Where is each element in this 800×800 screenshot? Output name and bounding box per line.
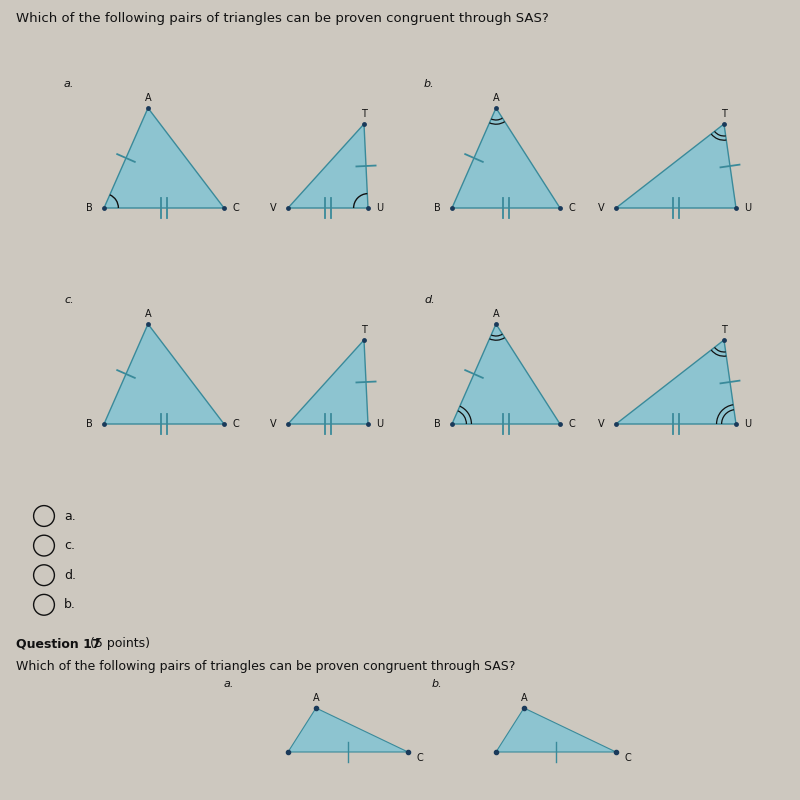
Text: U: U (377, 203, 383, 213)
Text: b.: b. (432, 679, 442, 689)
Text: Which of the following pairs of triangles can be proven congruent through SAS?: Which of the following pairs of triangle… (16, 660, 515, 673)
Polygon shape (288, 340, 368, 424)
Polygon shape (104, 324, 224, 424)
Text: Which of the following pairs of triangles can be proven congruent through SAS?: Which of the following pairs of triangle… (16, 12, 549, 25)
Text: U: U (745, 419, 751, 429)
Text: a.: a. (224, 679, 234, 689)
Text: A: A (493, 309, 499, 318)
Text: T: T (721, 109, 727, 118)
Text: B: B (434, 203, 441, 213)
Text: a.: a. (64, 79, 74, 89)
Text: b.: b. (424, 79, 434, 89)
Polygon shape (104, 108, 224, 208)
Text: T: T (721, 325, 727, 334)
Text: B: B (434, 419, 441, 429)
Text: V: V (598, 419, 605, 429)
Text: T: T (361, 325, 367, 334)
Text: B: B (86, 203, 93, 213)
Text: V: V (270, 203, 277, 213)
Text: C: C (233, 419, 239, 429)
Text: A: A (145, 309, 151, 318)
Polygon shape (616, 124, 736, 208)
Polygon shape (616, 340, 736, 424)
Text: U: U (377, 419, 383, 429)
Text: C: C (625, 754, 631, 763)
Text: C: C (417, 754, 423, 763)
Text: A: A (313, 694, 319, 703)
Text: A: A (145, 93, 151, 102)
Text: d.: d. (424, 295, 434, 305)
Text: a.: a. (64, 510, 76, 522)
Text: d.: d. (64, 569, 76, 582)
Text: A: A (493, 93, 499, 102)
Text: (5 points): (5 points) (86, 638, 150, 650)
Polygon shape (452, 108, 560, 208)
Text: T: T (361, 109, 367, 118)
Text: b.: b. (64, 598, 76, 611)
Polygon shape (452, 324, 560, 424)
Text: c.: c. (64, 539, 75, 552)
Text: Question 17: Question 17 (16, 638, 101, 650)
Text: B: B (86, 419, 93, 429)
Text: c.: c. (64, 295, 74, 305)
Polygon shape (496, 708, 616, 752)
Polygon shape (288, 124, 368, 208)
Text: V: V (270, 419, 277, 429)
Text: C: C (233, 203, 239, 213)
Text: A: A (521, 694, 527, 703)
Polygon shape (288, 708, 408, 752)
Text: V: V (598, 203, 605, 213)
Text: C: C (569, 419, 575, 429)
Text: C: C (569, 203, 575, 213)
Text: U: U (745, 203, 751, 213)
